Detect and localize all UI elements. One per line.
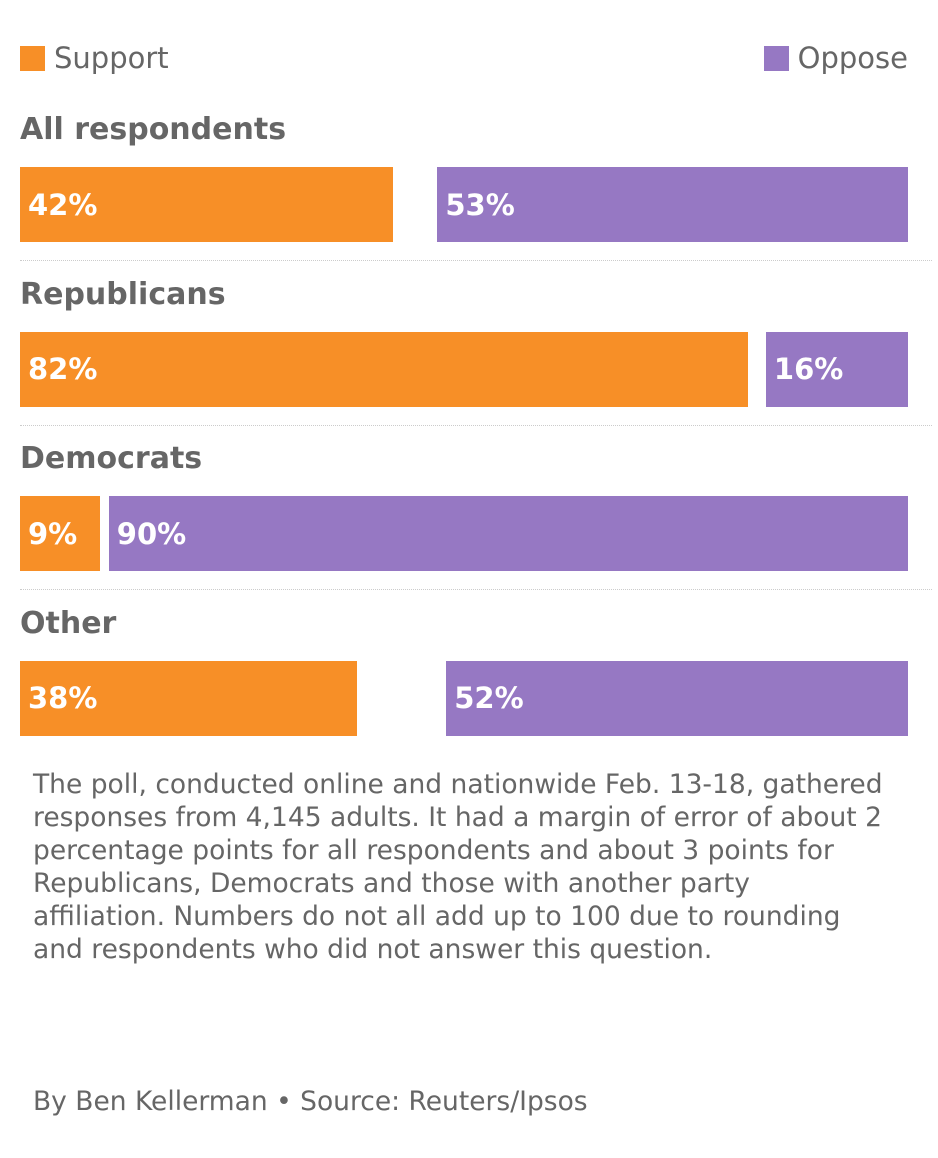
oppose-bar: 53% [437, 167, 908, 242]
legend-support-swatch [20, 45, 45, 71]
oppose-bar: 52% [446, 660, 908, 736]
support-bar: 9% [20, 496, 100, 571]
oppose-bar: 16% [765, 331, 908, 407]
support-bar: 42% [20, 167, 393, 242]
legend-support-label: Support [54, 41, 169, 75]
legend-support: Support [20, 41, 169, 75]
support-bar: 82% [20, 331, 749, 407]
chart-note: The poll, conducted online and nationwid… [33, 769, 883, 965]
support-value-label: 9% [28, 516, 78, 551]
category-label: Republicans [20, 276, 226, 312]
category-group: Other 38% 52% [0, 606, 938, 770]
category-group: Democrats 9% 90% [0, 441, 938, 605]
category-label: All respondents [20, 112, 287, 147]
legend-oppose: Oppose [763, 41, 908, 75]
category-label: Other [20, 605, 117, 641]
legend-oppose-swatch [763, 45, 789, 71]
row-divider [20, 260, 932, 261]
category-group: All respondents 42% 53% [0, 112, 938, 276]
oppose-value-label: 52% [454, 681, 524, 715]
support-value-label: 82% [28, 352, 98, 386]
oppose-value-label: 16% [773, 352, 844, 386]
category-label: Democrats [20, 441, 203, 476]
support-bar: 38% [20, 660, 358, 736]
oppose-value-label: 53% [445, 187, 515, 222]
support-value-label: 38% [28, 681, 98, 715]
oppose-bar: 90% [108, 496, 908, 571]
oppose-value-label: 90% [116, 516, 187, 551]
support-value-label: 42% [28, 187, 98, 222]
category-group: Republicans 82% 16% [0, 277, 938, 441]
legend-oppose-label: Oppose [797, 41, 908, 75]
chart-footer: By Ben Kellerman • Source: Reuters/Ipsos [33, 1086, 588, 1117]
row-divider [20, 424, 932, 426]
row-divider [20, 589, 932, 590]
